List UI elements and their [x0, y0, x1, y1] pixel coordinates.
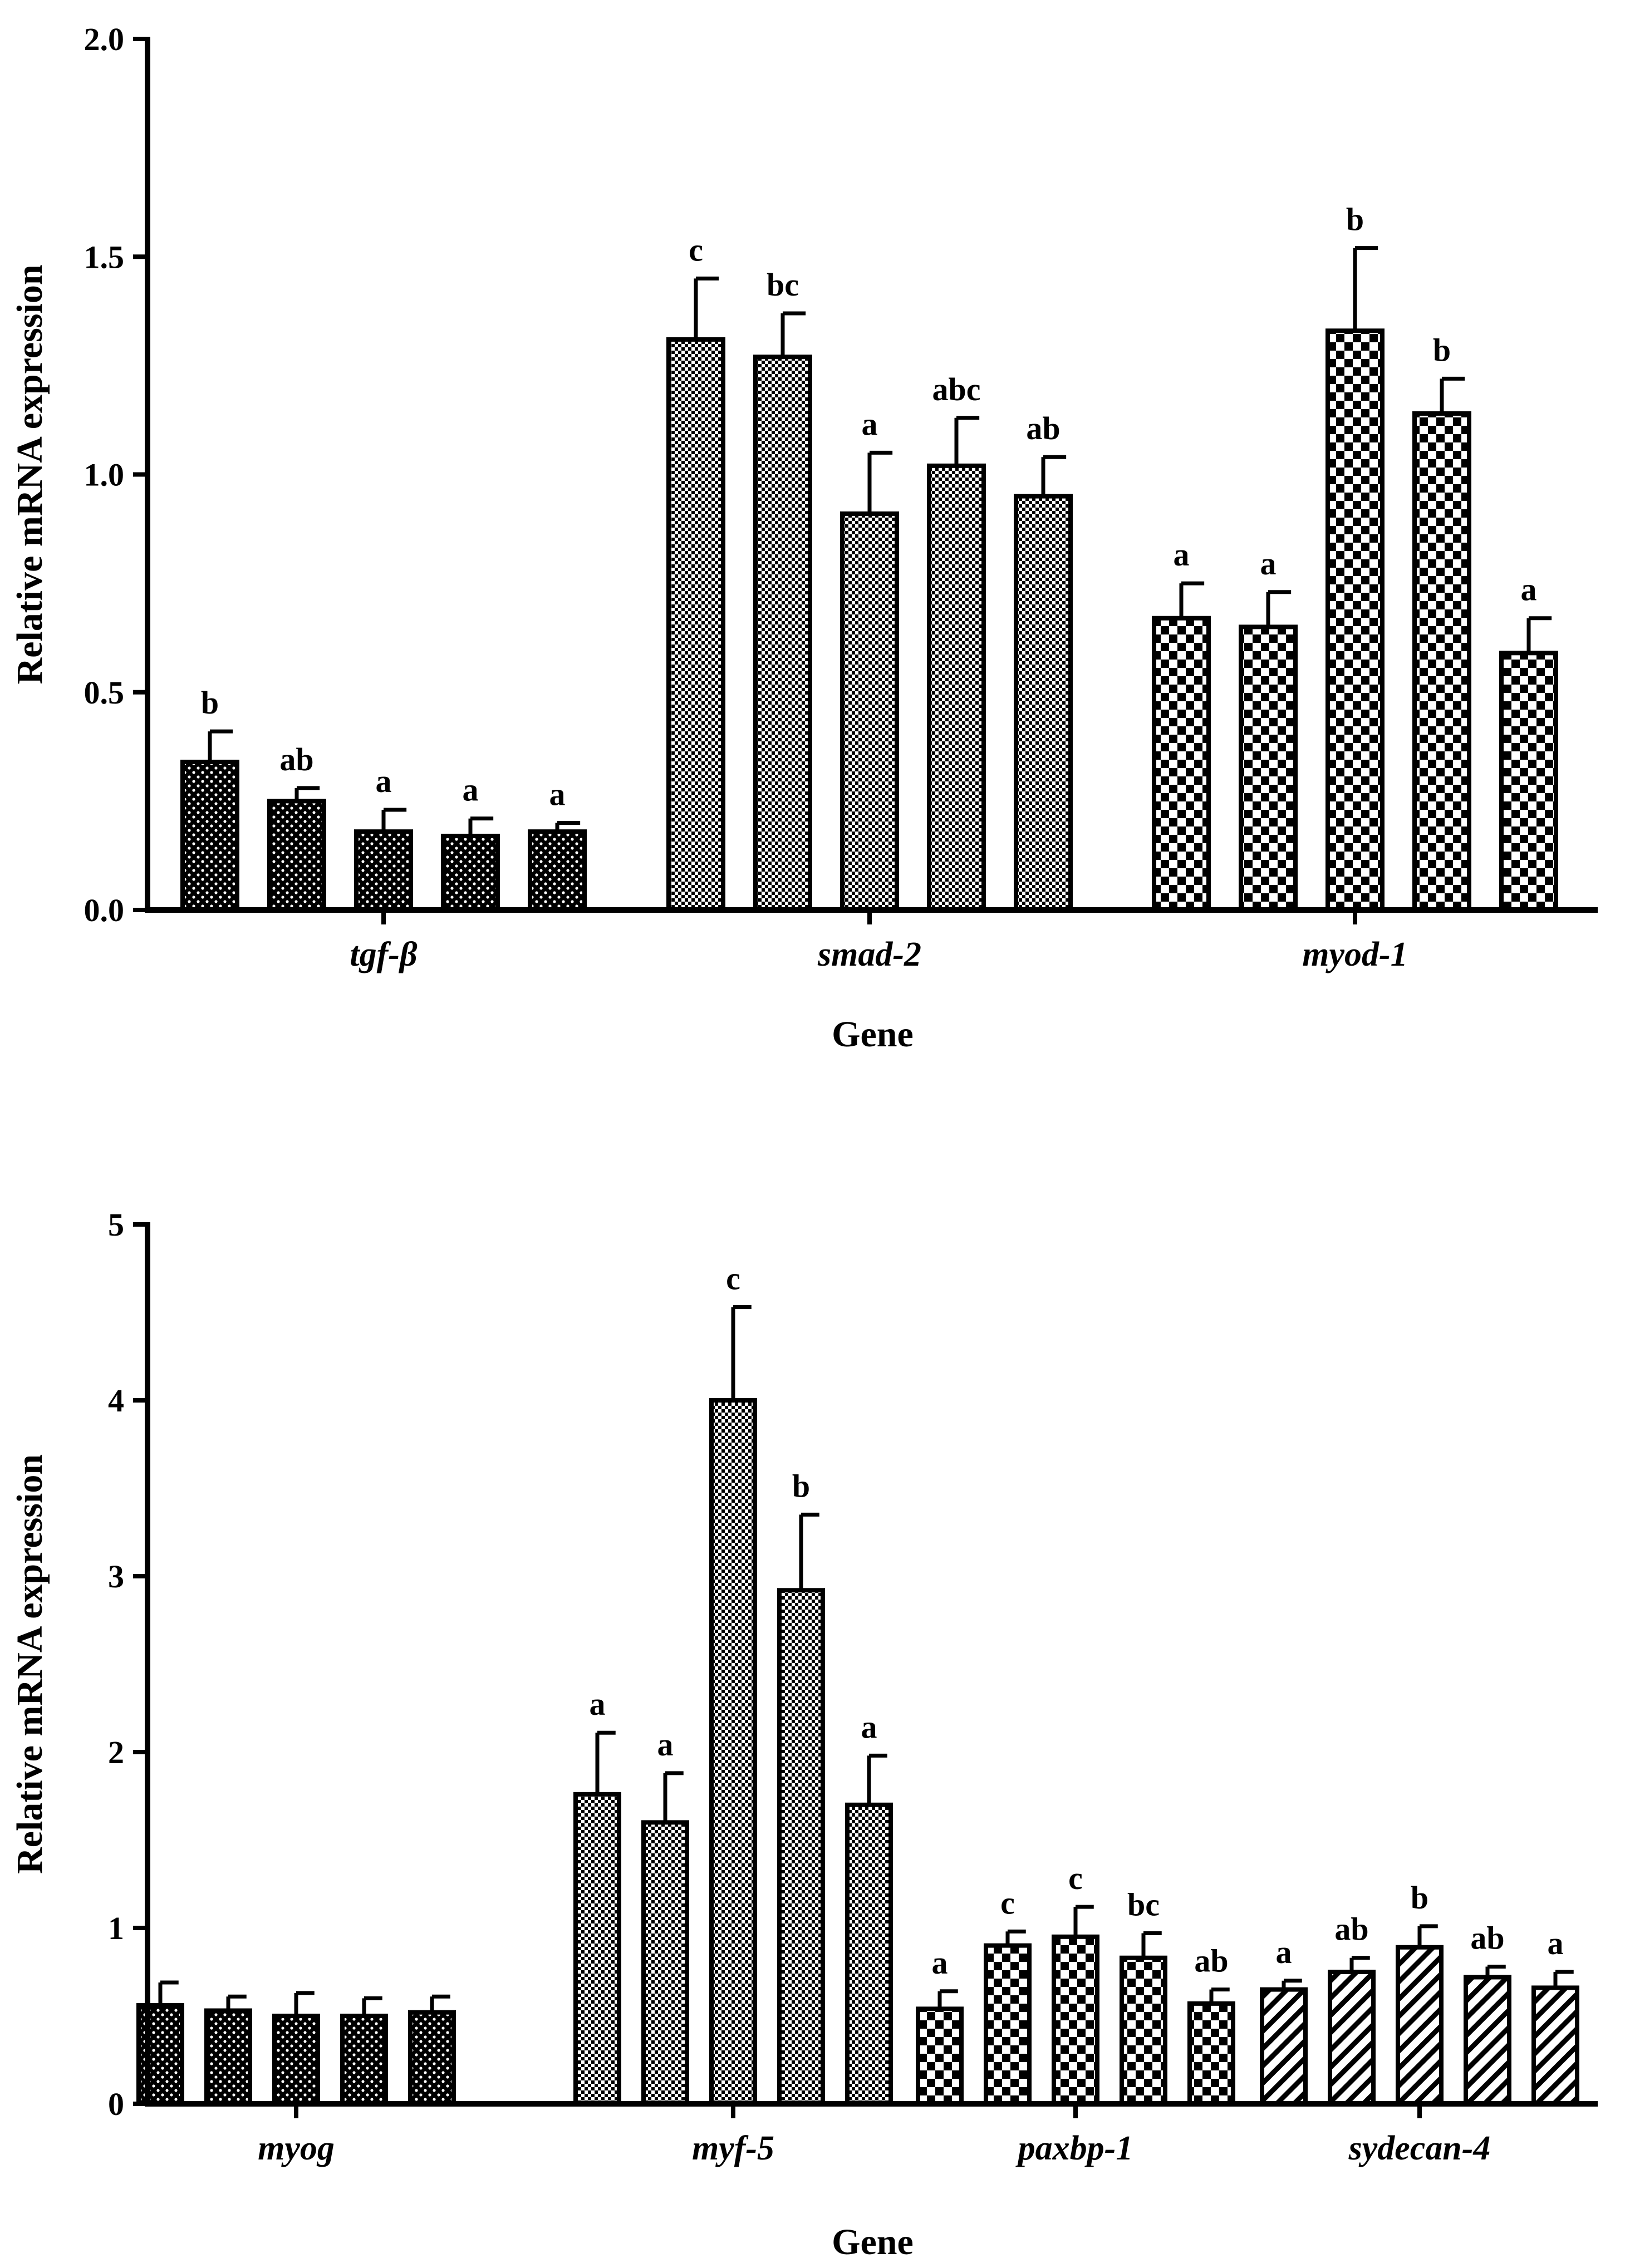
significance-label: a	[590, 1686, 606, 1722]
significance-label: a	[861, 1709, 877, 1745]
significance-label: abc	[932, 371, 981, 407]
y-tick-label: 0	[108, 2086, 124, 2122]
significance-label: b	[1346, 201, 1364, 238]
bar	[1412, 411, 1471, 912]
bar	[528, 829, 587, 913]
y-tick-label: 2.0	[84, 21, 125, 57]
bar	[927, 463, 986, 912]
y-tick-label: 1	[108, 1910, 124, 1946]
significance-label: ab	[1026, 410, 1060, 446]
bar	[441, 833, 500, 912]
y-tick-label: 3	[108, 1558, 124, 1595]
y-tick-label: 0.0	[84, 892, 125, 928]
x-tick-label: smad-2	[817, 936, 921, 973]
significance-label: c	[726, 1261, 740, 1297]
bar	[1152, 616, 1211, 912]
bar	[845, 1802, 893, 2107]
x-axis-title: Gene	[832, 2222, 914, 2262]
bar	[340, 2014, 388, 2106]
bar	[180, 759, 239, 912]
significance-label: c	[689, 232, 703, 268]
bar	[408, 2010, 456, 2106]
y-axis-title: Relative mRNA expression	[9, 1454, 50, 1874]
significance-label: c	[1068, 1860, 1083, 1896]
significance-label: a	[1276, 1934, 1292, 1970]
y-tick-label: 0.5	[84, 675, 125, 711]
significance-label: ab	[279, 741, 313, 778]
x-tick-label: sydecan-4	[1348, 2129, 1491, 2167]
significance-label: a	[1174, 537, 1190, 573]
x-tick-label: myf-5	[692, 2129, 774, 2167]
bar	[1260, 1987, 1308, 2107]
y-tick-label: 2	[108, 1734, 124, 1770]
x-tick-label: myod-1	[1302, 936, 1407, 973]
bar	[1325, 328, 1385, 912]
significance-label: bc	[1127, 1886, 1160, 1922]
bar	[1464, 1975, 1511, 2106]
significance-label: b	[1433, 332, 1451, 368]
bar	[1120, 1955, 1167, 2106]
bar	[204, 2008, 252, 2107]
significance-label: ab	[1334, 1911, 1368, 1947]
bar	[666, 337, 725, 912]
bar	[1531, 1985, 1579, 2106]
bar	[641, 1820, 689, 2106]
x-tick-label: tgf-β	[350, 936, 418, 973]
bar	[753, 355, 812, 912]
bar	[984, 1943, 1032, 2107]
significance-label: ab	[1194, 1943, 1228, 1979]
bar	[1396, 1945, 1444, 2106]
significance-label: a	[549, 776, 566, 813]
significance-label: c	[1000, 1885, 1015, 1921]
x-tick-label: myog	[258, 2129, 335, 2167]
bar	[840, 511, 899, 912]
bar	[916, 2006, 964, 2107]
y-tick-label: 1.5	[84, 239, 125, 275]
significance-label: b	[1411, 1880, 1428, 1916]
bar	[267, 799, 326, 912]
bar	[1014, 494, 1073, 912]
x-axis-title: Gene	[832, 1014, 914, 1055]
significance-label: a	[932, 1945, 948, 1981]
significance-label: b	[792, 1468, 810, 1504]
bar	[1052, 1934, 1099, 2107]
significance-label: a	[1260, 545, 1277, 582]
bar	[1239, 624, 1298, 912]
bar	[573, 1792, 621, 2107]
bar	[709, 1398, 757, 2106]
y-tick-label: 5	[108, 1207, 124, 1243]
bar	[1328, 1970, 1376, 2106]
bar	[1499, 651, 1558, 912]
significance-label: ab	[1470, 1920, 1504, 1956]
y-tick-label: 1.0	[84, 457, 125, 493]
bar	[354, 829, 413, 913]
significance-label: a	[1521, 572, 1537, 608]
y-tick-label: 4	[108, 1383, 124, 1419]
significance-label: a	[657, 1726, 674, 1763]
significance-label: a	[862, 406, 878, 442]
bar	[272, 2014, 320, 2106]
significance-label: a	[463, 772, 479, 808]
significance-label: bc	[767, 267, 799, 303]
significance-label: a	[1548, 1925, 1564, 1961]
significance-label: a	[376, 763, 392, 799]
y-axis-title: Relative mRNA expression	[9, 264, 50, 684]
x-tick-label: paxbp-1	[1015, 2129, 1133, 2167]
significance-label: b	[201, 685, 219, 721]
bar	[1187, 2001, 1235, 2106]
bar	[777, 1588, 825, 2106]
